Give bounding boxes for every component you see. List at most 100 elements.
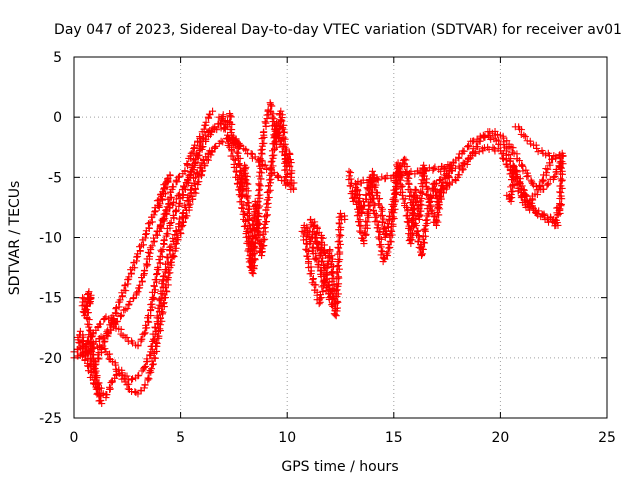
data-point: [317, 257, 325, 265]
series-late-track-c: [432, 143, 566, 211]
data-point: [347, 175, 355, 183]
x-tick-label: 20: [491, 430, 509, 446]
data-point: [257, 248, 265, 256]
data-point: [241, 176, 249, 184]
data-point: [87, 327, 95, 335]
data-point: [165, 200, 173, 208]
data-point: [321, 279, 329, 287]
data-point: [85, 323, 93, 331]
data-point: [263, 165, 271, 173]
data-point: [228, 147, 236, 155]
data-point: [161, 185, 169, 193]
data-point: [524, 172, 532, 180]
data-point: [235, 186, 243, 194]
data-point: [509, 144, 517, 152]
data-point: [267, 175, 275, 183]
data-point: [326, 289, 334, 297]
data-point: [258, 169, 266, 177]
data-point: [518, 161, 526, 169]
data-point: [239, 200, 247, 208]
data-point: [487, 135, 495, 143]
data-point: [418, 201, 426, 209]
data-point: [133, 289, 141, 297]
data-point: [148, 242, 156, 250]
data-point: [158, 308, 166, 316]
data-point: [479, 147, 487, 155]
y-axis-label: SDTVAR / TECUs: [7, 181, 23, 296]
data-point: [258, 149, 266, 157]
data-point: [178, 223, 186, 231]
data-point: [437, 175, 445, 183]
data-point: [489, 143, 497, 151]
data-point: [81, 343, 89, 351]
data-point: [550, 173, 558, 181]
data-point: [428, 184, 436, 192]
data-point: [513, 173, 521, 181]
data-point: [414, 227, 422, 235]
data-point: [267, 158, 275, 166]
data-point: [236, 154, 244, 162]
data-point: [154, 332, 162, 340]
data-point: [185, 201, 193, 209]
data-point: [472, 149, 480, 157]
data-point: [253, 224, 261, 232]
data-point: [156, 259, 164, 267]
data-point: [412, 186, 420, 194]
data-point: [97, 320, 105, 328]
y-tick-label: -5: [48, 170, 62, 186]
data-point: [372, 213, 380, 221]
data-point: [78, 337, 86, 345]
data-point: [432, 216, 440, 224]
data-point: [290, 179, 298, 187]
data-point: [173, 178, 181, 186]
data-point: [307, 270, 315, 278]
data-point: [190, 145, 198, 153]
data-point: [255, 157, 263, 165]
data-point: [191, 158, 199, 166]
data-point: [519, 167, 527, 175]
data-point: [521, 133, 529, 141]
data-point: [557, 164, 565, 172]
data-point: [226, 134, 234, 142]
data-point: [123, 334, 131, 342]
data-point: [136, 243, 144, 251]
data-point: [282, 173, 290, 181]
data-point: [544, 180, 552, 188]
data-point: [421, 178, 429, 186]
data-point: [499, 154, 507, 162]
data-point: [149, 361, 157, 369]
data-point: [425, 164, 433, 172]
data-point: [255, 231, 263, 239]
x-tick-label: 25: [598, 430, 616, 446]
data-point: [402, 168, 410, 176]
data-point: [543, 169, 551, 177]
data-point: [403, 211, 411, 219]
data-point: [408, 209, 416, 217]
data-point: [175, 200, 183, 208]
data-point: [112, 305, 120, 313]
data-point: [184, 160, 192, 168]
data-point: [187, 149, 195, 157]
data-point: [183, 160, 191, 168]
data-point: [104, 332, 112, 340]
data-point: [378, 211, 386, 219]
data-points: [70, 99, 567, 408]
data-point: [275, 131, 283, 139]
data-point: [137, 387, 145, 395]
data-point: [143, 355, 151, 363]
data-point: [179, 219, 187, 227]
data-point: [159, 214, 167, 222]
data-point: [170, 199, 178, 207]
data-point: [148, 365, 156, 373]
data-point: [90, 380, 98, 388]
data-point: [146, 351, 154, 359]
data-point: [247, 239, 255, 247]
data-point: [147, 301, 155, 309]
data-point: [157, 222, 165, 230]
data-point: [169, 235, 177, 243]
data-point: [544, 165, 552, 173]
data-point: [558, 149, 566, 157]
data-point: [333, 262, 341, 270]
data-point: [415, 212, 423, 220]
data-point: [123, 305, 131, 313]
